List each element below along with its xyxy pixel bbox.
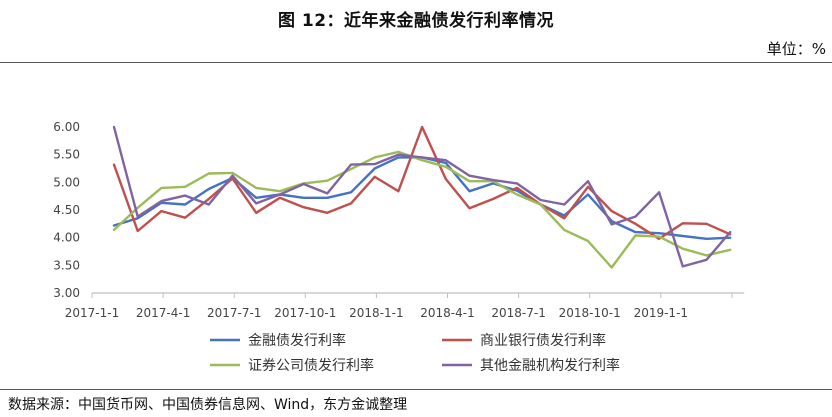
x-tick-label: 2017-1-1 — [65, 306, 119, 320]
x-tick-label: 2018-4-1 — [420, 306, 474, 320]
legend-label-3: 证券公司债发行利率 — [248, 357, 374, 374]
series-layer — [112, 125, 732, 269]
x-tick-label: 2019-1-1 — [634, 306, 688, 320]
chart-title: 图 12：近年来金融债发行利率情况 — [277, 11, 555, 31]
y-tick-label: 3.50 — [53, 258, 80, 272]
y-tick-label: 5.00 — [53, 175, 80, 189]
series-line-3 — [112, 150, 732, 269]
axis-layer: 6.00 5.50 5.00 4.50 4.00 3.50 3.00 2017-1-1 2017… — [53, 120, 745, 320]
x-tick-label: 2018-10-1 — [559, 306, 621, 320]
bottom-rule — [0, 389, 832, 390]
legend-label-4: 其他金融机构发行利率 — [480, 357, 620, 374]
series-line-2 — [112, 125, 732, 241]
y-tick-label: 4.50 — [53, 203, 80, 217]
legend-label-2: 商业银行债发行利率 — [480, 332, 606, 349]
line-chart: 6.00 5.50 5.00 4.50 4.00 3.50 3.00 2017-1-1 2017… — [53, 120, 745, 374]
y-tick-label: 5.50 — [53, 148, 80, 162]
x-tick-label: 2017-4-1 — [136, 306, 190, 320]
x-tick-label: 2017-7-1 — [207, 306, 261, 320]
series-line-4 — [112, 125, 732, 268]
y-tick-label: 3.00 — [53, 286, 80, 300]
x-tick-label: 2018-1-1 — [349, 306, 403, 320]
x-tick-label: 2018-7-1 — [491, 306, 545, 320]
y-tick-label: 4.00 — [53, 231, 80, 245]
legend-label-1: 金融债发行利率 — [248, 332, 346, 349]
top-rule — [0, 62, 832, 63]
y-tick-label: 6.00 — [53, 120, 80, 134]
x-tick-label: 2017-10-1 — [274, 306, 336, 320]
source-note: 数据来源：中国货币网、中国债券信息网、Wind，东方金诚整理 — [8, 397, 408, 413]
unit-label: 单位：% — [766, 40, 826, 58]
